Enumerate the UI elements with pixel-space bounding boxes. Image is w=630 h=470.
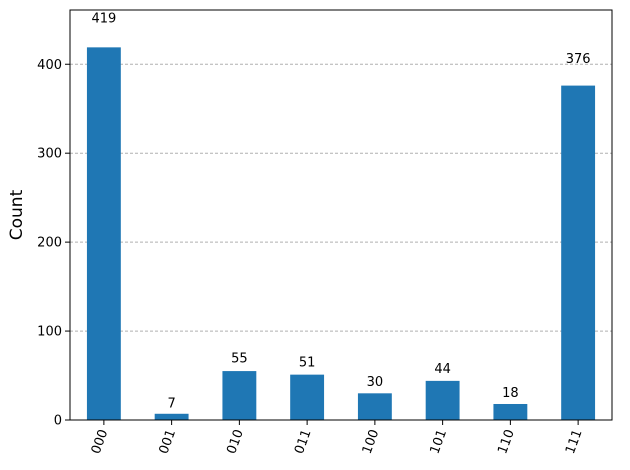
bar bbox=[357, 393, 392, 420]
data-label: 419 bbox=[91, 12, 116, 27]
data-label: 376 bbox=[566, 52, 591, 67]
bar bbox=[154, 413, 189, 420]
bar bbox=[222, 371, 257, 420]
data-label: 44 bbox=[434, 362, 451, 377]
data-label: 51 bbox=[299, 355, 316, 370]
x-tick-label: 011 bbox=[292, 428, 315, 456]
y-tick-label: 400 bbox=[37, 58, 62, 73]
x-tick-label: 001 bbox=[157, 428, 180, 456]
y-tick-label: 300 bbox=[37, 147, 62, 162]
bar bbox=[493, 403, 528, 420]
x-tick-label: 101 bbox=[428, 428, 451, 456]
data-label: 18 bbox=[502, 386, 519, 401]
y-tick-label: 0 bbox=[54, 414, 62, 429]
y-tick-label: 100 bbox=[37, 325, 62, 340]
data-label: 55 bbox=[231, 352, 248, 367]
x-tick-label: 111 bbox=[563, 428, 586, 456]
bar bbox=[425, 380, 460, 420]
x-tick-label: 100 bbox=[360, 428, 383, 456]
bar bbox=[290, 374, 325, 420]
plot-frame bbox=[69, 9, 613, 421]
x-tick-label: 000 bbox=[89, 428, 112, 456]
x-tick-label: 010 bbox=[224, 428, 247, 456]
bar bbox=[86, 47, 121, 421]
data-label: 7 bbox=[167, 396, 175, 411]
x-tick-label: 110 bbox=[495, 428, 518, 456]
data-label: 30 bbox=[367, 375, 384, 390]
bar bbox=[561, 85, 596, 420]
y-tick-label: 200 bbox=[37, 236, 62, 251]
y-axis-label: Count bbox=[7, 189, 27, 240]
